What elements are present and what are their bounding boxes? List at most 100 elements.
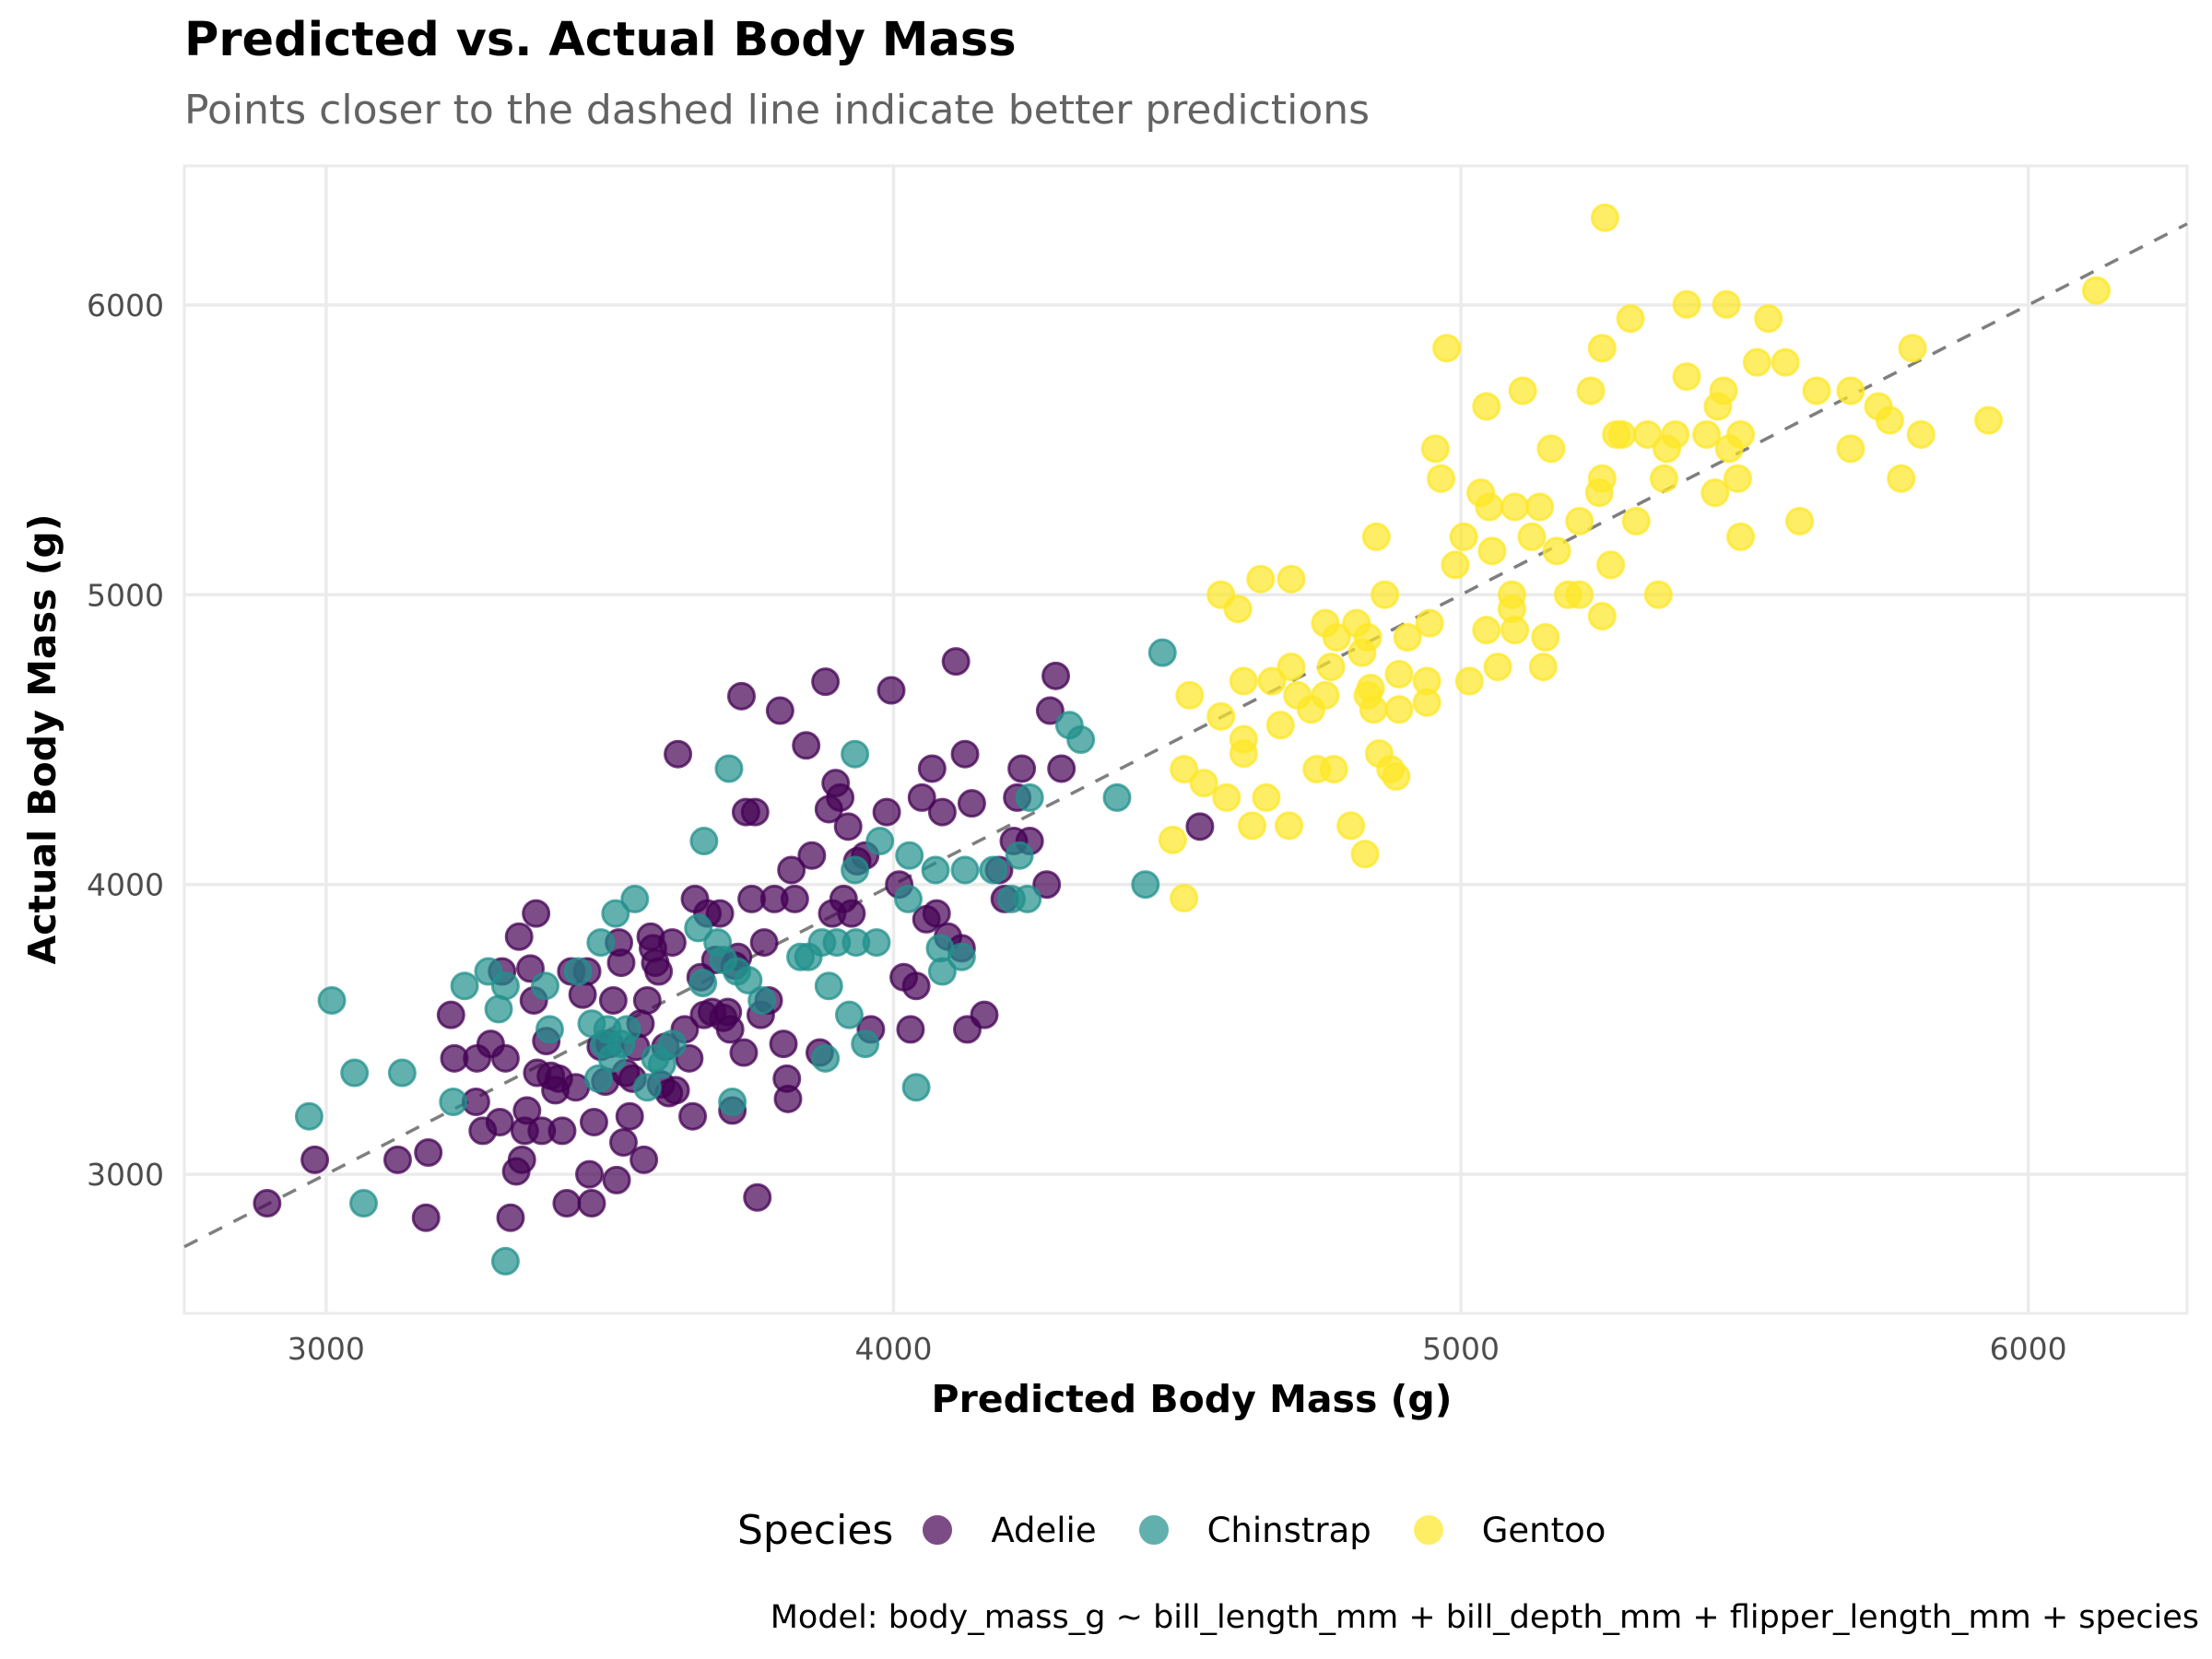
data-point-gentoo xyxy=(1158,825,1187,854)
y-axis-title: Actual Body Mass (g) xyxy=(20,514,65,965)
data-point-chinstrap xyxy=(349,1189,379,1218)
data-point-chinstrap xyxy=(1013,884,1042,913)
data-point-adelie xyxy=(797,841,827,870)
legend-key-gentoo-icon xyxy=(1413,1515,1443,1545)
data-point-gentoo xyxy=(1297,695,1326,724)
data-point-chinstrap xyxy=(689,827,719,856)
data-point-chinstrap xyxy=(893,884,923,913)
data-point-adelie xyxy=(777,855,806,885)
legend-key-adelie-icon xyxy=(923,1515,953,1545)
legend-title: Species xyxy=(737,1506,894,1554)
data-point-adelie xyxy=(490,1043,520,1073)
data-point-adelie xyxy=(773,1084,803,1113)
data-point-gentoo xyxy=(1500,616,1530,645)
data-point-chinstrap xyxy=(1102,782,1132,812)
data-point-gentoo xyxy=(1206,701,1236,731)
data-point-adelie xyxy=(615,1101,644,1131)
data-point-gentoo xyxy=(1412,688,1441,717)
data-point-adelie xyxy=(1032,870,1062,900)
data-point-gentoo xyxy=(1565,580,1594,609)
data-point-chinstrap xyxy=(484,994,513,1024)
data-point-gentoo xyxy=(1517,522,1547,551)
x-tick-label: 5000 xyxy=(1422,1331,1500,1367)
data-point-gentoo xyxy=(1275,811,1304,841)
data-point-chinstrap xyxy=(747,985,777,1015)
data-point-chinstrap xyxy=(851,1030,880,1059)
data-point-gentoo xyxy=(1432,334,1462,363)
data-point-chinstrap xyxy=(563,957,593,986)
data-point-gentoo xyxy=(1607,419,1637,449)
data-point-gentoo xyxy=(1475,492,1504,522)
data-point-gentoo xyxy=(1974,406,2004,435)
data-point-gentoo xyxy=(1359,695,1388,724)
data-point-gentoo xyxy=(1454,666,1484,696)
data-point-gentoo xyxy=(1229,666,1258,696)
legend-item-chinstrap[interactable]: Chinstrap xyxy=(1134,1511,1371,1550)
data-point-chinstrap xyxy=(921,855,950,885)
legend-item-gentoo[interactable]: Gentoo xyxy=(1408,1511,1606,1550)
data-point-gentoo xyxy=(1382,761,1411,791)
data-point-chinstrap xyxy=(586,928,616,958)
legend-item-adelie[interactable]: Adelie xyxy=(917,1510,1097,1550)
data-point-adelie xyxy=(436,1000,465,1030)
series-gentoo xyxy=(1158,203,2112,912)
data-point-chinstrap xyxy=(490,1246,520,1276)
data-point-chinstrap xyxy=(531,971,560,1001)
data-point-chinstrap xyxy=(1131,870,1160,900)
data-point-gentoo xyxy=(1771,347,1800,377)
data-point-adelie xyxy=(606,948,636,978)
data-point-adelie xyxy=(811,667,841,697)
data-point-chinstrap xyxy=(535,1015,564,1044)
data-point-chinstrap xyxy=(688,969,718,998)
data-point-gentoo xyxy=(1347,638,1377,667)
data-point-gentoo xyxy=(1672,289,1701,319)
data-point-gentoo xyxy=(1427,464,1456,493)
data-point-gentoo xyxy=(1257,666,1287,696)
data-point-gentoo xyxy=(1536,434,1566,464)
data-point-gentoo xyxy=(1528,653,1558,682)
data-point-gentoo xyxy=(1785,506,1815,535)
y-tick-label: 5000 xyxy=(87,577,164,613)
legend-label: Adelie xyxy=(991,1510,1097,1550)
data-point-adelie xyxy=(705,899,735,928)
data-point-chinstrap xyxy=(317,985,347,1015)
data-point-gentoo xyxy=(1189,769,1218,798)
data-point-gentoo xyxy=(1229,739,1258,769)
data-point-chinstrap xyxy=(684,913,713,943)
x-tick-label: 3000 xyxy=(288,1331,365,1367)
data-point-gentoo xyxy=(1238,811,1267,841)
data-point-gentoo xyxy=(1712,289,1741,319)
data-point-adelie xyxy=(917,754,947,783)
data-point-gentoo xyxy=(1692,419,1722,449)
data-point-gentoo xyxy=(1703,392,1733,421)
data-point-chinstrap xyxy=(834,1000,864,1030)
data-point-chinstrap xyxy=(1066,725,1096,754)
data-point-adelie xyxy=(950,739,980,769)
data-point-gentoo xyxy=(2082,276,2112,305)
data-point-adelie xyxy=(837,899,866,928)
data-point-gentoo xyxy=(1584,478,1614,508)
data-point-adelie xyxy=(1035,696,1065,725)
data-point-adelie xyxy=(496,1203,525,1232)
data-point-adelie xyxy=(1047,754,1077,783)
x-tick-label: 6000 xyxy=(1990,1331,2067,1367)
data-point-gentoo xyxy=(1531,623,1560,653)
data-point-gentoo xyxy=(1223,594,1253,624)
data-point-adelie xyxy=(927,797,957,827)
data-point-adelie xyxy=(579,1108,608,1136)
data-point-gentoo xyxy=(1836,434,1865,464)
data-point-chinstrap xyxy=(895,841,924,870)
data-point-gentoo xyxy=(1887,464,1916,493)
data-point-adelie xyxy=(922,899,951,928)
data-point-adelie xyxy=(512,1096,542,1125)
data-point-adelie xyxy=(826,782,855,812)
data-point-chinstrap xyxy=(439,1087,468,1116)
data-point-gentoo xyxy=(1384,659,1414,688)
data-point-adelie xyxy=(632,985,662,1015)
data-point-chinstrap xyxy=(620,884,650,913)
data-point-adelie xyxy=(769,1030,798,1059)
panel-border xyxy=(182,164,2189,1315)
data-point-adelie xyxy=(872,797,901,827)
data-point-chinstrap xyxy=(927,957,957,986)
